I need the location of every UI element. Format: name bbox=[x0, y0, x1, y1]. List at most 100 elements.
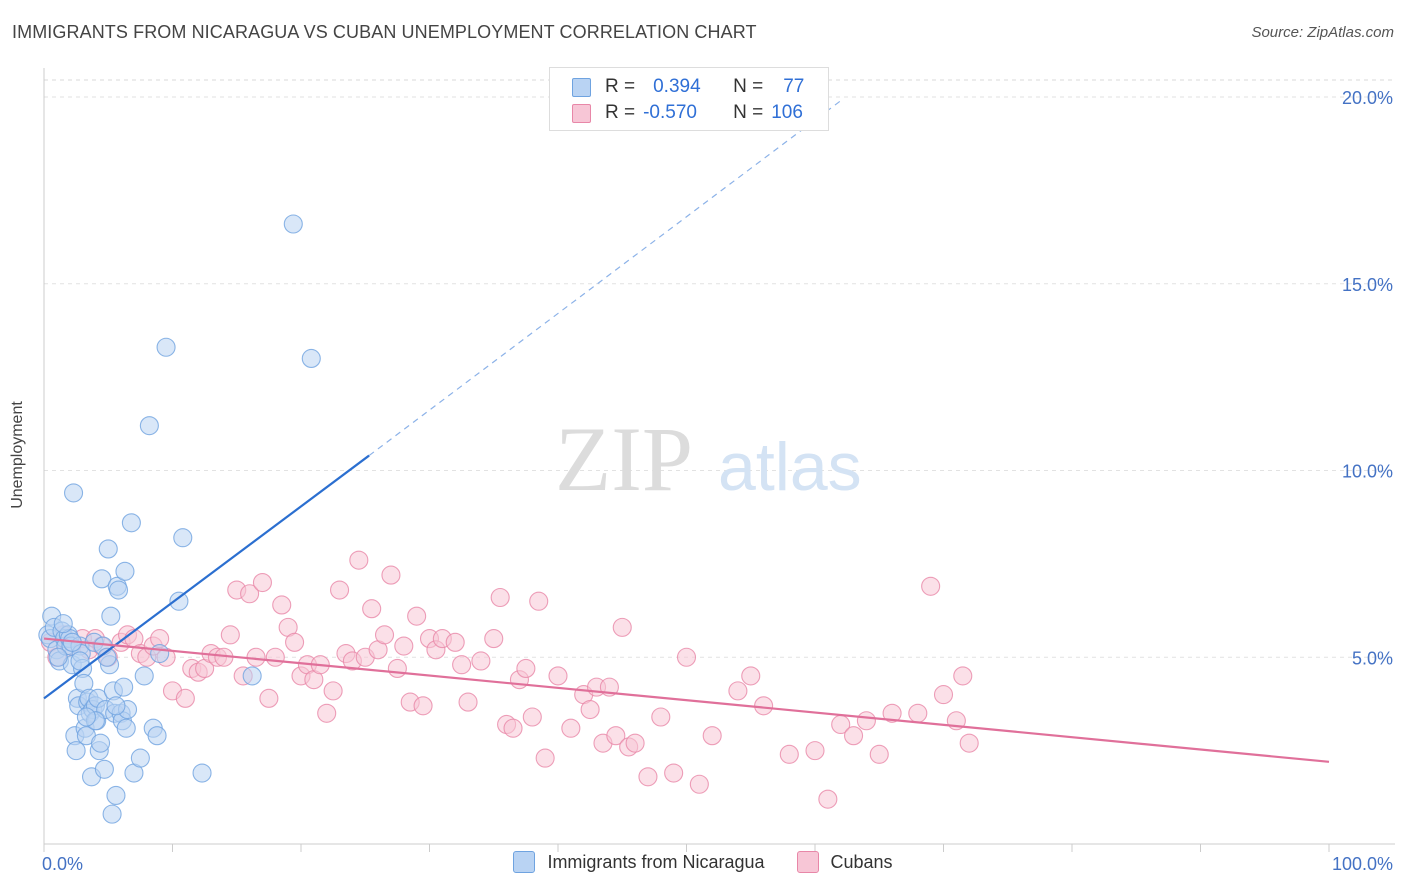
nicaragua-point bbox=[98, 539, 118, 559]
nicaragua-point bbox=[173, 528, 193, 548]
legend: R = 0.394 N = 77 R = -0.570 N = 106 bbox=[549, 67, 829, 131]
x-tick-label: 0.0% bbox=[42, 854, 83, 874]
cubans-trend-line bbox=[43, 637, 1330, 763]
cubans-point bbox=[921, 576, 941, 596]
cubans-point bbox=[651, 707, 671, 727]
nicaragua-point bbox=[102, 804, 122, 824]
cubans-point bbox=[220, 625, 240, 645]
cubans-point bbox=[259, 688, 279, 708]
cubans-point bbox=[882, 703, 902, 723]
nicaragua-point bbox=[64, 483, 84, 503]
cubans-point bbox=[503, 718, 523, 738]
bottom-legend-label-cubans: Cubans bbox=[830, 851, 893, 872]
cubans-point bbox=[387, 658, 407, 679]
bottom-legend-swatch-cubans bbox=[796, 851, 819, 873]
cubans-point bbox=[612, 617, 632, 637]
cubans-point bbox=[381, 565, 401, 585]
cubans-point bbox=[689, 774, 709, 794]
grid-lines bbox=[44, 79, 1395, 658]
cubans-point bbox=[490, 587, 510, 608]
legend-n-value: 106 bbox=[771, 102, 803, 123]
bottom-legend-item-nicaragua: Immigrants from Nicaragua bbox=[513, 851, 765, 873]
nicaragua-trend-extension bbox=[368, 100, 842, 457]
cubans-point bbox=[175, 688, 195, 708]
cubans-point bbox=[953, 666, 973, 686]
legend-swatch-nicaragua bbox=[572, 77, 591, 97]
nicaragua-point bbox=[94, 759, 114, 779]
cubans-point bbox=[676, 647, 697, 667]
nicaragua-trend-line bbox=[43, 454, 370, 700]
cubans-point bbox=[638, 767, 658, 787]
nicaragua-point bbox=[156, 337, 176, 357]
cubans-point bbox=[754, 696, 774, 716]
cubans-point bbox=[869, 744, 889, 764]
nicaragua-point bbox=[90, 733, 111, 753]
nicaragua-point bbox=[283, 214, 303, 234]
cubans-point bbox=[741, 666, 761, 686]
cubans-point bbox=[959, 733, 979, 753]
cubans-point bbox=[374, 625, 395, 645]
cubans-point bbox=[728, 681, 748, 701]
cubans-point bbox=[458, 692, 478, 712]
nicaragua-point bbox=[116, 718, 136, 738]
nicaragua-point bbox=[114, 677, 134, 697]
nicaragua-point bbox=[301, 348, 321, 369]
legend-r-key: R = bbox=[605, 76, 636, 97]
cubans-point bbox=[606, 726, 626, 746]
nicaragua-point bbox=[139, 416, 159, 436]
cubans-point bbox=[445, 632, 465, 652]
nicaragua-point bbox=[70, 651, 90, 671]
bottom-legend: Immigrants from Nicaragua Cubans bbox=[0, 851, 1406, 873]
cubans-point bbox=[317, 703, 337, 723]
bottom-legend-swatch-nicaragua bbox=[513, 851, 536, 873]
nicaragua-point bbox=[108, 580, 129, 600]
cubans-point bbox=[805, 741, 825, 761]
cubans-point bbox=[856, 711, 876, 731]
cubans-point bbox=[484, 629, 504, 649]
nicaragua-point bbox=[115, 561, 135, 581]
axes bbox=[43, 68, 1395, 852]
cubans-point bbox=[329, 580, 350, 600]
cubans-point bbox=[561, 718, 581, 738]
x-tick-label: 100.0% bbox=[1332, 854, 1393, 874]
cubans-point bbox=[908, 703, 928, 723]
y-tick-label: 15.0% bbox=[1342, 275, 1393, 295]
cubans-point bbox=[407, 606, 427, 626]
nicaragua-point bbox=[150, 643, 170, 664]
nicaragua-point bbox=[66, 741, 86, 761]
cubans-point bbox=[548, 666, 568, 686]
cubans-point bbox=[843, 726, 864, 746]
nicaragua-point bbox=[106, 785, 126, 805]
cubans-point bbox=[471, 651, 491, 671]
y-tick-label: 10.0% bbox=[1342, 462, 1393, 482]
legend-n-value: 77 bbox=[783, 76, 805, 97]
legend-r-value: 0.394 bbox=[653, 76, 701, 97]
nicaragua-point bbox=[121, 513, 141, 533]
legend-n-key: N = bbox=[733, 102, 764, 123]
cubans-point bbox=[240, 584, 260, 604]
y-tick-label: 20.0% bbox=[1342, 88, 1393, 108]
cubans-point bbox=[252, 572, 273, 593]
watermark-zip: ZIP bbox=[555, 408, 693, 510]
cubans-point bbox=[349, 550, 369, 570]
cubans-point bbox=[452, 655, 472, 675]
cubans-point bbox=[413, 696, 433, 716]
cubans-point bbox=[362, 599, 382, 619]
cubans-point bbox=[664, 763, 684, 783]
cubans-point bbox=[625, 733, 645, 753]
legend-r-value: -0.570 bbox=[643, 102, 697, 123]
nicaragua-point bbox=[76, 707, 96, 727]
legend-swatch-cubans bbox=[572, 103, 591, 123]
nicaragua-point bbox=[101, 606, 121, 626]
chart-title: IMMIGRANTS FROM NICARAGUA VS CUBAN UNEMP… bbox=[12, 22, 757, 42]
nicaragua-point bbox=[147, 726, 167, 746]
cubans-point bbox=[516, 658, 536, 679]
cubans-point bbox=[394, 636, 414, 656]
cubans-point bbox=[580, 699, 600, 720]
cubans-point bbox=[933, 685, 954, 705]
legend-row-cubans: R = -0.570 N = 106 bbox=[572, 101, 803, 125]
watermark-atlas: atlas bbox=[718, 429, 862, 505]
legend-r-key: R = bbox=[605, 102, 636, 123]
cubans-point bbox=[818, 789, 838, 809]
